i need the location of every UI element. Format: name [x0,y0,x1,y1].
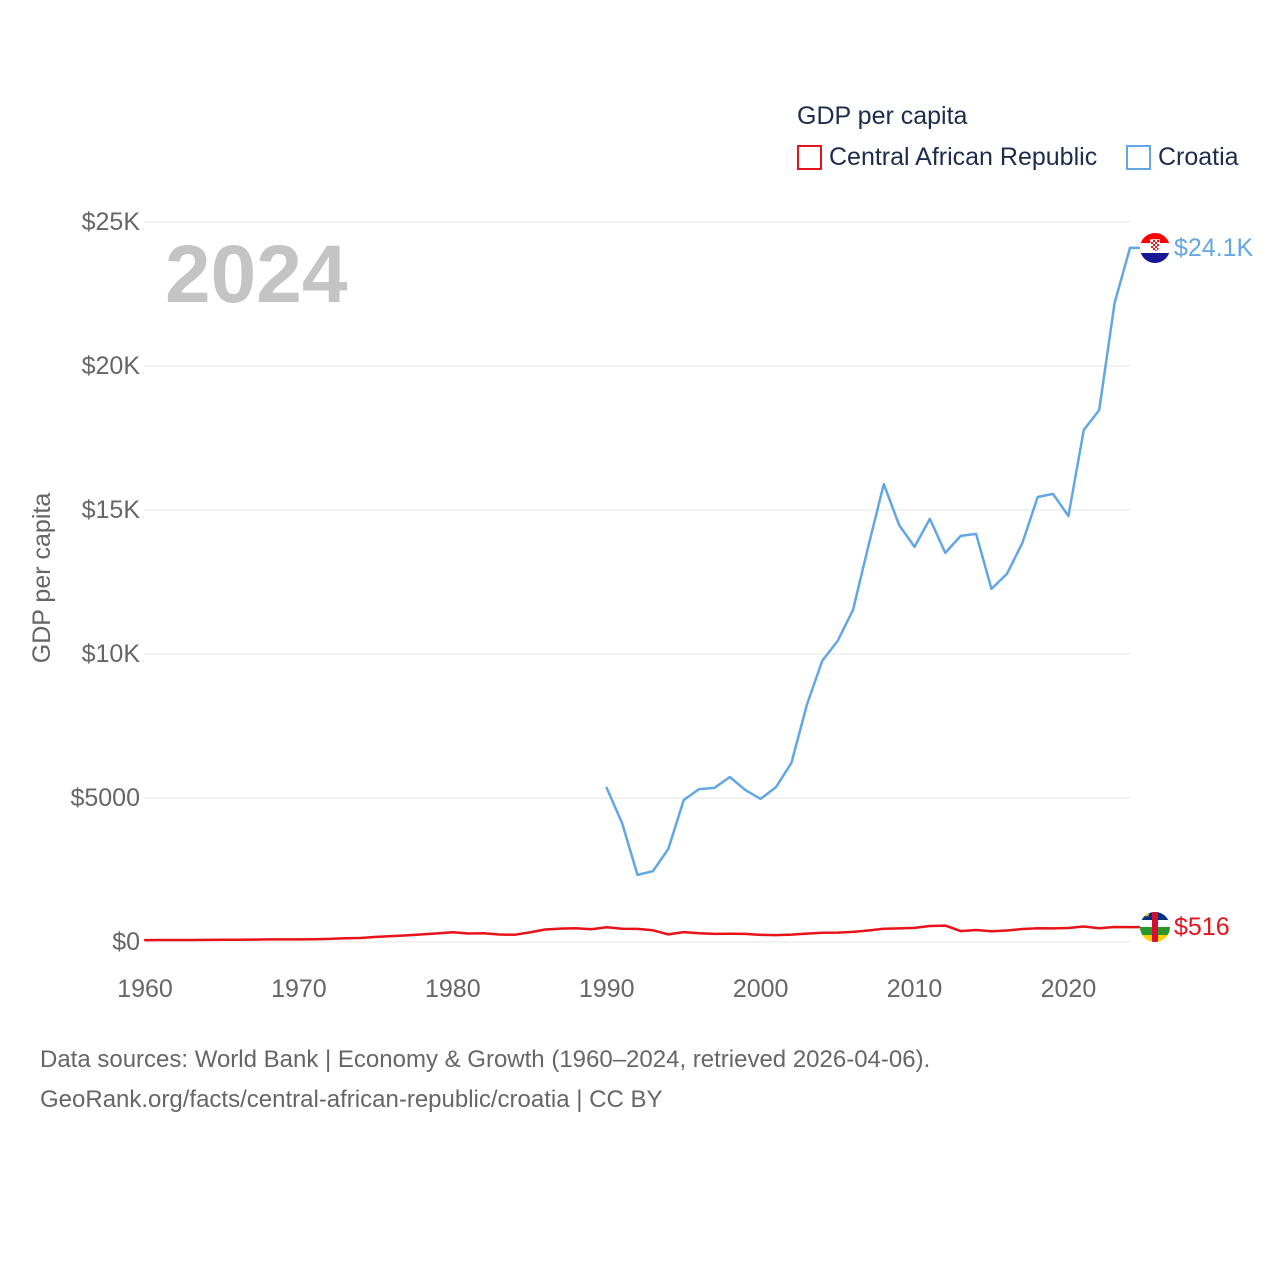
flag-stripe-blue [1140,252,1170,263]
x-tick-label: 1960 [117,975,173,1003]
series-lines [143,246,1142,942]
star-icon [1144,912,1151,919]
data-sources-note: Data sources: World Bank | Economy & Gro… [40,1046,931,1073]
coat-of-arms-icon [1151,239,1159,251]
end-value-label-croatia: $24.1K [1174,234,1254,262]
flag-stripe-red [1140,232,1170,243]
y-axis-title: GDP per capita [28,493,56,664]
y-tick-label: $20K [82,352,141,380]
attribution-link: GeoRank.org/facts/central-african-republ… [40,1086,663,1113]
series-line-croatia [605,246,1132,877]
x-tick-label: 1970 [271,975,327,1003]
x-tick-label: 2000 [733,975,789,1003]
x-tick-label: 2010 [887,975,943,1003]
legend-label-central-african-republic: Central African Republic [829,143,1098,171]
legend-item-central-african-republic[interactable]: Central African Republic [797,144,1097,171]
year-watermark: 2024 [165,229,348,320]
y-tick-label: $10K [82,640,141,668]
legend-title: GDP per capita [797,102,968,130]
footer: Data sources: World Bank | Economy & Gro… [40,1040,930,1120]
x-tick-label: 1990 [579,975,635,1003]
x-tick-label: 1980 [425,975,481,1003]
y-tick-label: $25K [82,208,141,236]
series-line-central-african-republic [143,924,1132,942]
x-axis-ticks: 1960 1970 1980 1990 2000 2010 2020 [117,975,1096,1003]
grid-layer [145,221,1130,943]
central-african-republic-flag-icon [1140,912,1170,943]
legend-label-croatia: Croatia [1158,143,1239,171]
legend-swatch-croatia [1126,145,1151,170]
y-tick-label: $0 [112,928,140,956]
flag-stripe-red [1152,912,1158,943]
end-value-labels: $516 $24.1K [1174,234,1254,941]
y-tick-label: $5000 [70,784,140,812]
x-tick-label: 2020 [1041,975,1097,1003]
end-value-label-central-african-republic: $516 [1174,913,1230,941]
legend-swatch-central-african-republic [797,145,822,170]
y-tick-label: $15K [82,496,141,524]
croatia-flag-icon [1140,232,1170,263]
y-axis-ticks: $0 $5000 $10K $15K $20K $25K [70,208,140,956]
legend-item-croatia[interactable]: Croatia [1126,144,1239,171]
